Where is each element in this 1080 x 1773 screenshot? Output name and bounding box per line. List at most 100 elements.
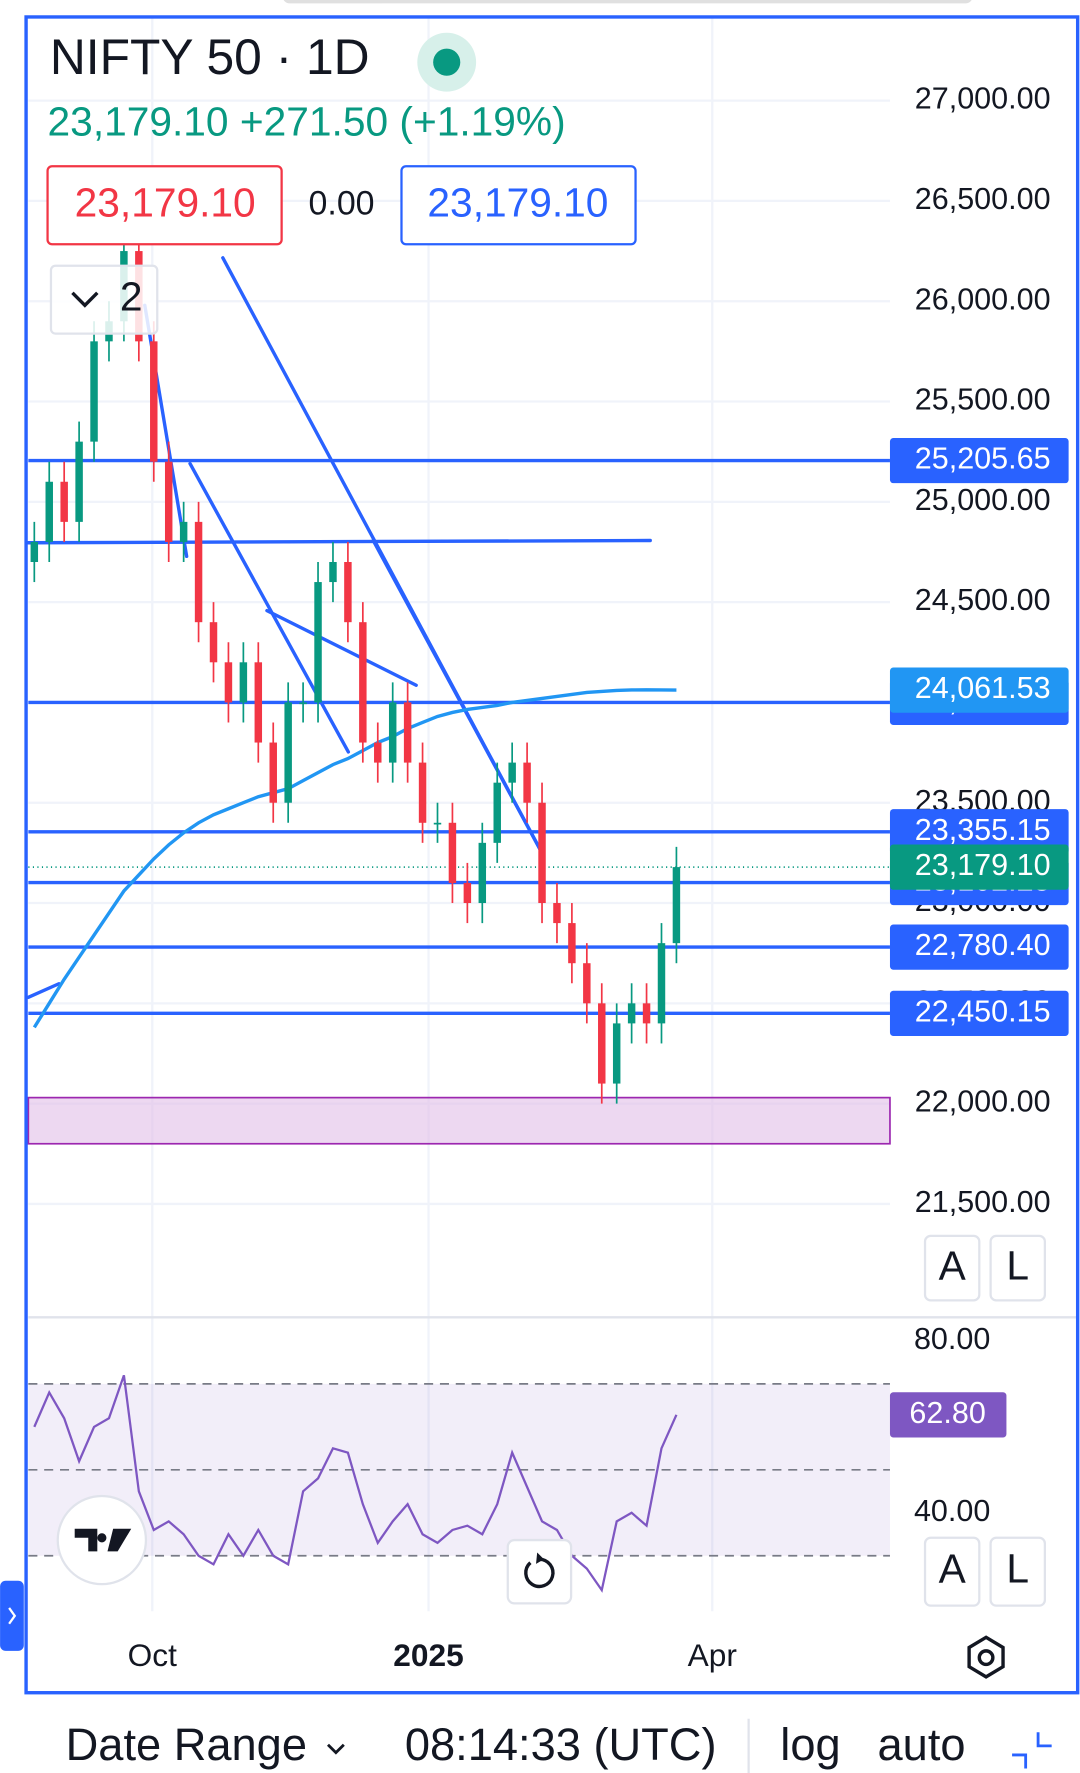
candle-body: [284, 702, 292, 803]
auto-button[interactable]: [923, 1234, 981, 1302]
last-price-label: 23,179.10: [915, 848, 1051, 882]
chevron: [71, 291, 99, 308]
candle-body: [299, 702, 307, 705]
settings-icon[interactable]: [967, 1635, 1005, 1679]
log-button[interactable]: [989, 1536, 1047, 1607]
candle-body: [388, 702, 397, 763]
rsi-tag-label: 62.80: [909, 1396, 985, 1430]
candle-body: [642, 1003, 651, 1024]
price-line: 23,179.10 +271.50 (+1.19%): [48, 98, 566, 144]
candle-body: [657, 943, 666, 1024]
price: 23,179.10: [48, 98, 229, 144]
indicator-count: 2: [120, 273, 143, 319]
level-tag-label: 25,205.65: [915, 442, 1051, 476]
settings-dot: [977, 1649, 995, 1667]
candle-body: [30, 541, 39, 563]
candle-body: [523, 762, 531, 803]
candle-body: [433, 822, 442, 825]
symbol: NIFTY 50 · 1D: [50, 29, 370, 85]
top-handle: [283, 0, 972, 4]
log-toggle[interactable]: log: [780, 1719, 840, 1770]
auto-label: A: [939, 1242, 967, 1288]
candle-body: [583, 963, 591, 1004]
candle-body: [359, 622, 367, 743]
date-range[interactable]: Date Range: [66, 1719, 307, 1770]
candle-body: [553, 903, 561, 924]
candle-body: [538, 802, 546, 904]
y-tick-label: 26,500.00: [915, 182, 1051, 216]
clock: 08:14:33 (UTC): [405, 1719, 717, 1770]
ma-tag-label: 24,061.53: [915, 671, 1051, 705]
sell-button[interactable]: [46, 165, 283, 246]
chart-frame: [24, 15, 1080, 1695]
x-tick-label: Apr: [688, 1637, 738, 1673]
moving-average: [32, 688, 677, 1029]
candle-body: [75, 441, 83, 522]
rsi-tick-label: 80.00: [914, 1322, 990, 1356]
candle-body: [568, 923, 576, 964]
auto-toggle[interactable]: auto: [878, 1719, 966, 1770]
y-tick-label: 25,500.00: [915, 383, 1051, 417]
candle-body: [612, 1023, 621, 1084]
candle-body: [209, 622, 218, 663]
y-tick-label: 24,500.00: [915, 583, 1051, 617]
candle-body: [314, 582, 322, 703]
buy-price: 23,179.10: [427, 180, 608, 226]
level-tag-label: 22,450.15: [915, 994, 1051, 1028]
candle-body: [448, 822, 457, 883]
rsi-tick-label: 40.00: [914, 1494, 990, 1528]
level-tag-label: 22,780.40: [915, 928, 1051, 962]
candle-body: [150, 341, 158, 462]
auto-button[interactable]: [923, 1536, 981, 1607]
candle-body: [179, 521, 188, 542]
candle-body: [60, 481, 68, 522]
candle-body: [478, 842, 487, 904]
ma-tag: [889, 667, 1069, 713]
log-button[interactable]: [989, 1234, 1047, 1302]
x-tick-label: 2025: [393, 1637, 463, 1673]
rsi-tag: [889, 1392, 1007, 1438]
date-range-chevron: [326, 1743, 345, 1755]
indicators-toggle[interactable]: [49, 264, 159, 335]
candle-body: [329, 562, 337, 583]
last-price-tag: [889, 844, 1069, 890]
candle-body: [672, 867, 681, 944]
buy-button[interactable]: [400, 165, 637, 246]
candle-body: [508, 762, 516, 783]
reset-button[interactable]: [506, 1538, 573, 1605]
reset-icon: [524, 1557, 555, 1589]
candle-body: [403, 702, 412, 763]
y-tick-label: 22,000.00: [915, 1085, 1051, 1119]
support-zone: [27, 1096, 891, 1145]
level-tag: [889, 809, 1069, 855]
log-label: L: [1006, 1242, 1029, 1288]
candle-body: [374, 742, 382, 763]
trend-line: [26, 982, 61, 1000]
level-tag: [889, 437, 1069, 484]
status-dot: [433, 48, 461, 76]
side-tab[interactable]: [0, 1580, 24, 1651]
y-tick-label: 27,000.00: [915, 82, 1051, 116]
candle-body: [224, 662, 233, 703]
y-tick-label: 26,000.00: [915, 282, 1051, 316]
level-tag: [889, 990, 1069, 1036]
x-tick-label: Oct: [128, 1637, 177, 1673]
spread: 0.00: [309, 185, 375, 223]
level-tag-label: 23,355.15: [915, 813, 1051, 847]
change: +271.50 (+1.19%): [240, 98, 566, 144]
trend-line: [26, 538, 652, 545]
candle-body: [627, 1003, 636, 1024]
sell-price: 23,179.10: [75, 180, 256, 226]
y-tick-label: 21,500.00: [915, 1185, 1051, 1219]
logo-mark: [74, 1528, 132, 1552]
auto-label: A: [939, 1545, 967, 1591]
candle-body: [493, 782, 501, 843]
trend-line: [265, 608, 418, 687]
y-tick-label: 25,000.00: [915, 483, 1051, 517]
candle-body: [194, 521, 203, 623]
candle-body: [598, 1003, 606, 1084]
candle-body: [90, 341, 98, 442]
level-tag: [889, 924, 1069, 970]
fullscreen-icon[interactable]: [1012, 1732, 1052, 1769]
